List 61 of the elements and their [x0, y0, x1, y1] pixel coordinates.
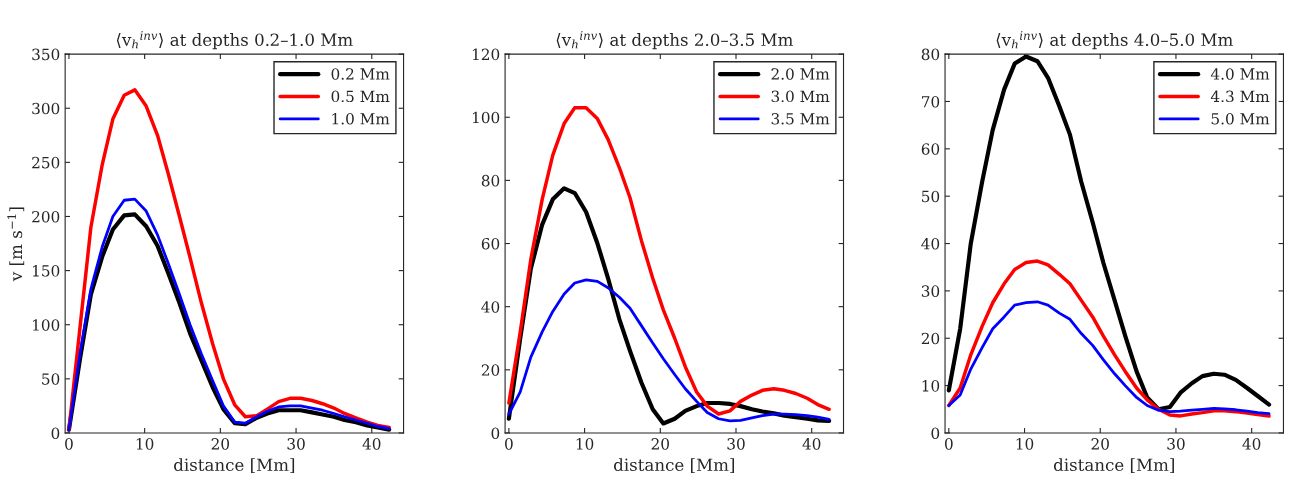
y-tick-label: 0 — [931, 427, 940, 439]
y-tick-label: 40 — [921, 238, 940, 250]
legend-label: 0.5 Mm — [331, 90, 390, 103]
line-series — [507, 106, 831, 416]
line-series — [946, 54, 1272, 412]
y-tick-label: 70 — [922, 95, 940, 108]
y-tick-label: 350 — [32, 48, 60, 61]
chart-title: ⟨v$_{h}$$^{inv}$⟩ at depths 0.2–1.0 Mm — [116, 31, 353, 50]
line-series — [507, 278, 831, 423]
line-series — [947, 259, 1271, 418]
y-tick-label: 200 — [32, 210, 60, 223]
y-axis-title: v [m s$^{−1}$] — [7, 207, 25, 282]
legend-label: 3.5 Mm — [771, 112, 830, 125]
y-tick-label: 100 — [32, 319, 60, 331]
y-tick-label: 30 — [921, 285, 940, 297]
line-series — [67, 88, 391, 432]
legend-label: 5.0 Mm — [1211, 112, 1270, 125]
legend-label: 4.3 Mm — [1210, 90, 1270, 103]
x-tick-label: 30 — [1167, 438, 1185, 450]
x-tick-label: 20 — [211, 438, 230, 450]
legend-label: 4.0 Mm — [1210, 68, 1270, 80]
y-tick-label: 60 — [921, 143, 940, 155]
y-tick-label: 250 — [32, 156, 60, 169]
x-tick-label: 30 — [727, 438, 745, 450]
y-tick-label: 10 — [922, 380, 940, 392]
x-tick-label: 10 — [136, 438, 154, 450]
y-tick-label: 80 — [921, 48, 940, 61]
legend-label: 1.0 Mm — [332, 112, 390, 125]
y-tick-label: 0 — [51, 427, 60, 439]
y-tick-label: 40 — [481, 301, 500, 313]
y-tick-label: 100 — [472, 111, 500, 124]
y-tick-label: 20 — [481, 364, 500, 376]
y-tick-label: 80 — [481, 174, 500, 187]
y-tick-label: 50 — [42, 373, 60, 385]
x-tick-label: 0 — [944, 438, 953, 450]
legend-label: 3.0 Mm — [771, 90, 830, 103]
x-tick-label: 30 — [287, 438, 305, 450]
x-tick-label: 0 — [505, 438, 513, 450]
x-tick-label: 0 — [65, 438, 73, 450]
chart-title: ⟨v$_{h}$$^{inv}$⟩ at depths 4.0–5.0 Mm — [996, 31, 1233, 50]
x-tick-label: 10 — [1016, 438, 1034, 450]
x-axis-title: distance [Mm] — [613, 458, 735, 474]
chart-title: ⟨v$_{h}$$^{inv}$⟩ at depths 2.0–3.5 Mm — [556, 31, 793, 50]
x-axis-title: distance [Mm] — [174, 458, 295, 474]
y-tick-label: 300 — [32, 102, 60, 115]
x-tick-label: 40 — [1242, 438, 1261, 450]
legend-label: 0.2 Mm — [331, 68, 390, 80]
y-tick-label: 60 — [481, 238, 500, 250]
y-tick-label: 0 — [491, 427, 500, 439]
x-axis-title: distance [Mm] — [1053, 458, 1174, 474]
x-tick-label: 40 — [362, 438, 381, 450]
x-tick-label: 20 — [1091, 438, 1109, 450]
y-tick-label: 20 — [921, 332, 940, 345]
x-tick-label: 10 — [576, 438, 594, 450]
legend-label: 2.0 Mm — [771, 68, 830, 80]
y-tick-label: 50 — [922, 190, 940, 203]
y-tick-label: 150 — [32, 265, 60, 277]
x-tick-label: 20 — [651, 438, 669, 450]
y-tick-label: 120 — [472, 48, 500, 61]
line-series — [947, 300, 1271, 415]
x-tick-label: 40 — [802, 438, 821, 450]
